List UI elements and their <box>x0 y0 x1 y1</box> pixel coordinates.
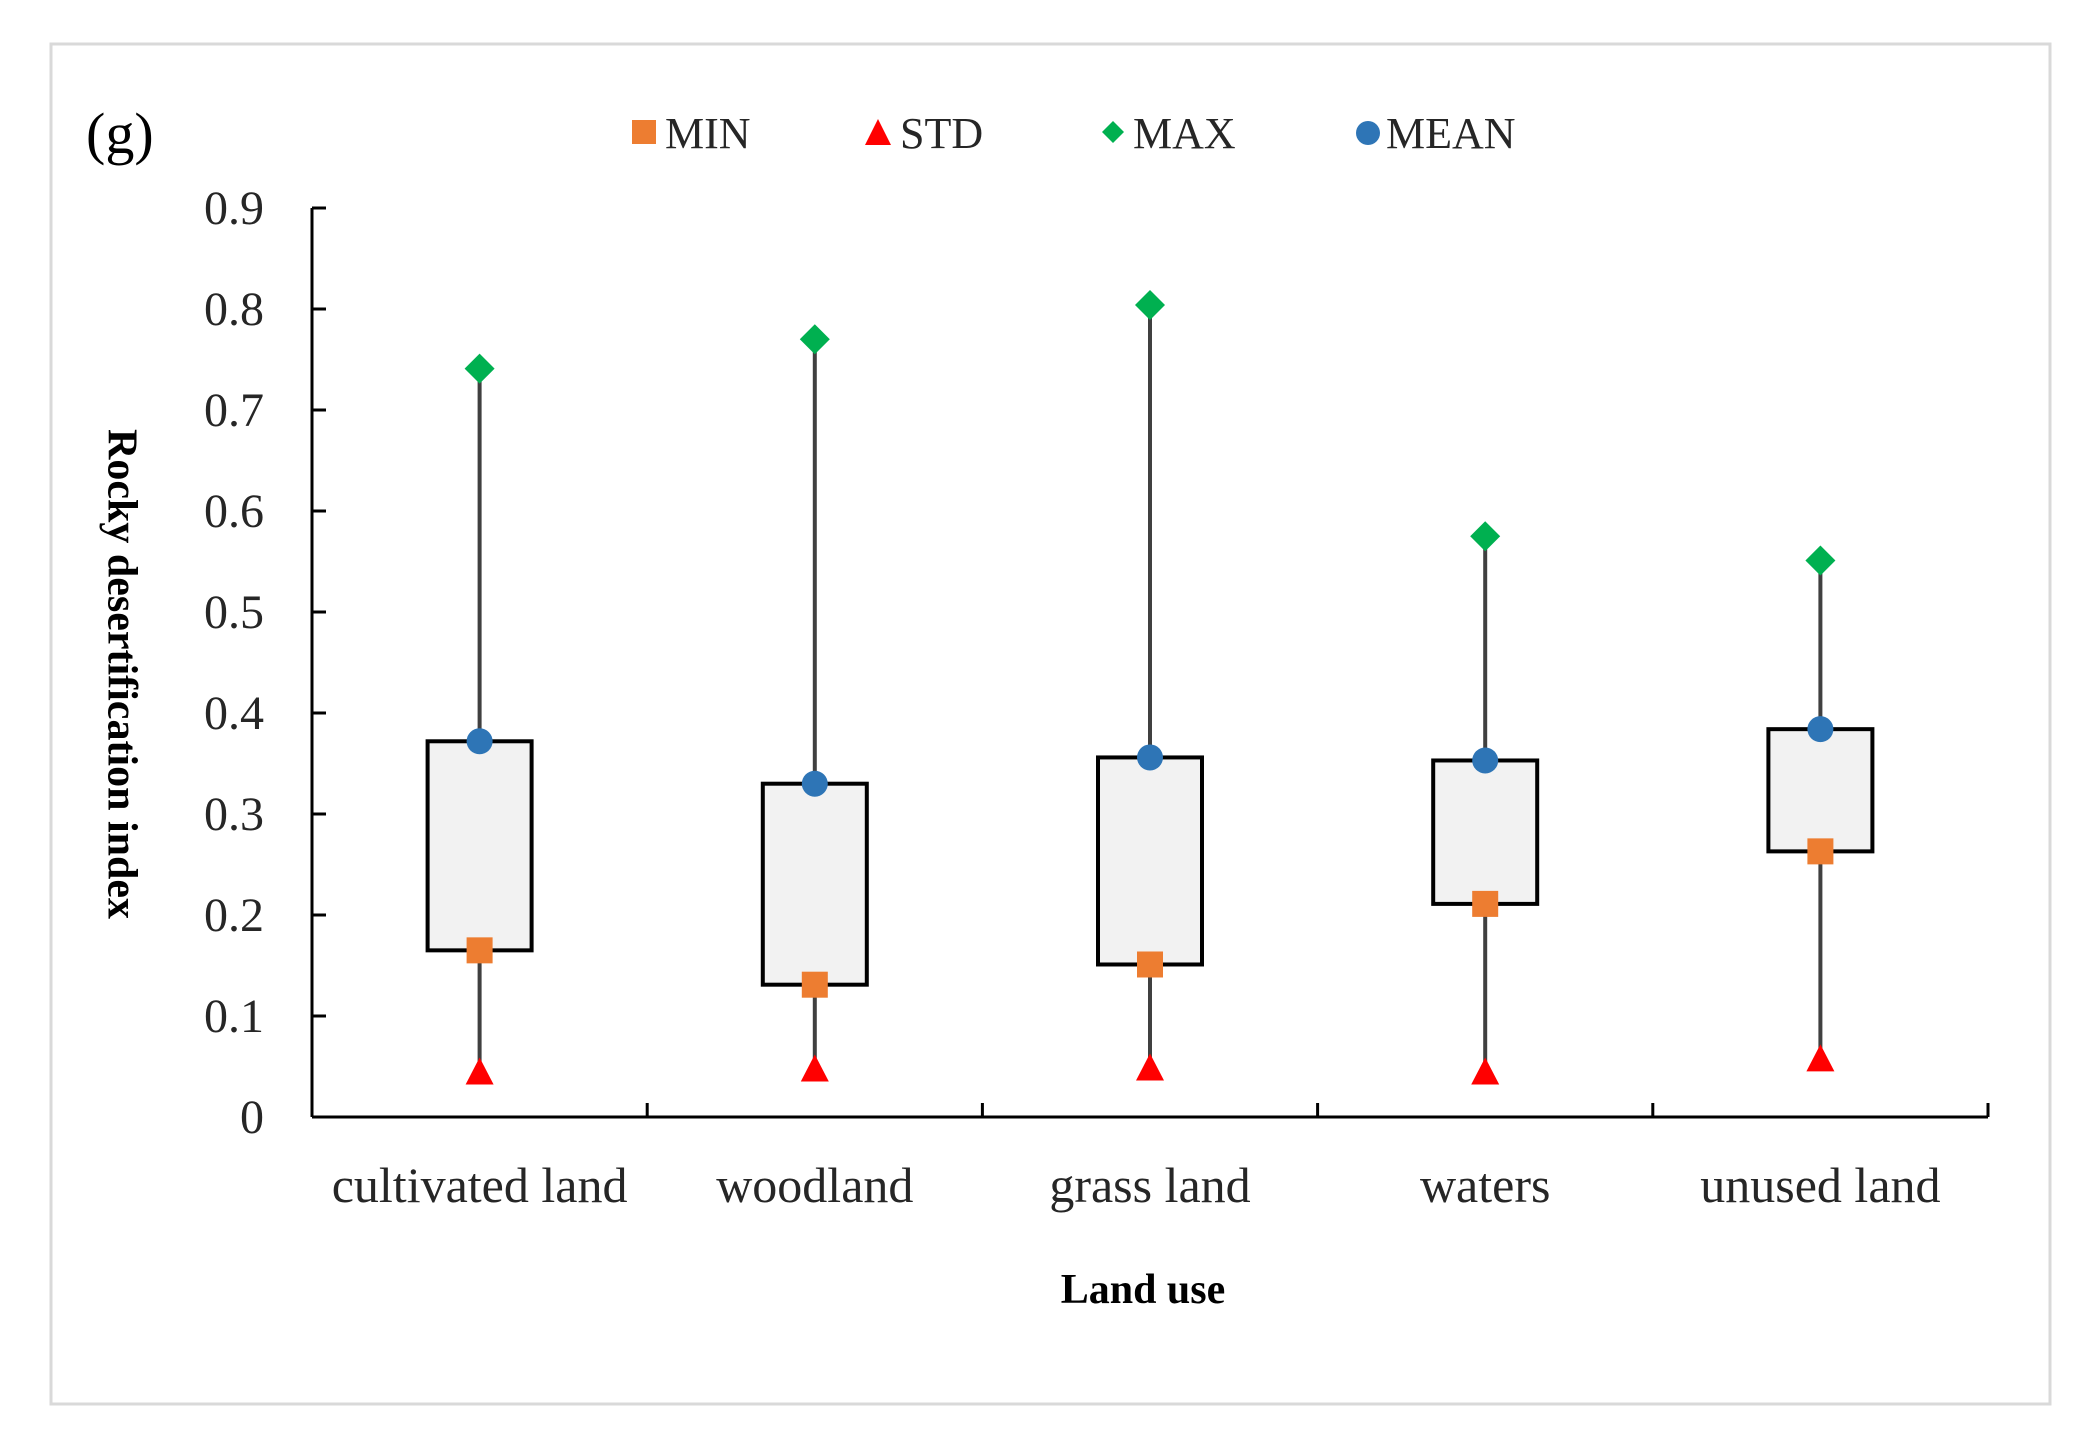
legend-label-std: STD <box>900 109 983 158</box>
max-marker <box>464 353 495 384</box>
box <box>760 781 869 987</box>
legend-marker-max <box>1102 121 1124 143</box>
box-group <box>1096 289 1204 1081</box>
max-marker <box>1805 545 1836 576</box>
mean-marker <box>466 728 493 755</box>
legend-label-min: MIN <box>665 109 751 158</box>
y-axis-title: Rocky desertification index <box>98 429 144 919</box>
y-tick-label: 0.9 <box>204 182 264 235</box>
x-tick-label: waters <box>1420 1157 1551 1213</box>
min-marker <box>801 971 828 998</box>
x-axis-title: Land use <box>1061 1267 1226 1313</box>
min-marker <box>1807 838 1834 865</box>
box-group <box>1766 545 1875 1072</box>
std-marker <box>1136 1053 1164 1081</box>
max-marker <box>1470 521 1501 552</box>
chart-frame <box>49 42 2052 1406</box>
y-axis: 0 0.1 0.2 0.3 0.4 0.5 0.6 0.7 0.8 0.9 <box>204 182 326 1144</box>
min-marker <box>466 937 493 964</box>
y-tick-label: 0.8 <box>204 283 264 336</box>
box <box>1766 727 1875 854</box>
x-axis: cultivated land woodland grass land waters u… <box>310 1103 1990 1213</box>
box <box>1431 758 1540 906</box>
box <box>1096 755 1204 967</box>
legend-marker-min <box>632 120 656 144</box>
x-tick-label: woodland <box>716 1157 913 1213</box>
legend-item-mean: MEAN <box>1356 109 1516 158</box>
legend: MIN STD MAX MEAN <box>632 109 1516 158</box>
box-group <box>425 353 534 1085</box>
legend-marker-mean <box>1356 121 1380 145</box>
max-marker <box>799 324 830 355</box>
x-tick-label: cultivated land <box>332 1157 628 1213</box>
legend-item-max: MAX <box>1102 109 1236 158</box>
mean-marker <box>801 770 828 797</box>
std-marker <box>465 1057 494 1085</box>
legend-label-mean: MEAN <box>1386 109 1516 158</box>
y-tick-label: 0.3 <box>204 788 264 841</box>
legend-item-std: STD <box>865 109 983 158</box>
legend-marker-std <box>865 119 891 145</box>
max-marker <box>1135 289 1165 320</box>
mean-marker <box>1472 747 1499 774</box>
mean-marker <box>1807 716 1834 743</box>
y-tick-label: 0.5 <box>204 586 264 639</box>
std-marker <box>800 1054 829 1082</box>
y-tick-label: 0.6 <box>204 485 264 538</box>
box <box>425 739 534 953</box>
y-tick-label: 0.2 <box>204 889 264 942</box>
legend-item-min: MIN <box>632 109 751 158</box>
legend-label-max: MAX <box>1133 109 1236 158</box>
min-marker <box>1137 951 1163 978</box>
y-tick-label: 0.4 <box>204 687 264 740</box>
mean-marker <box>1137 744 1163 771</box>
x-tick-label: grass land <box>1049 1157 1250 1213</box>
plot-area <box>425 289 1875 1085</box>
box-group <box>760 324 869 1082</box>
panel-label: (g) <box>86 101 154 166</box>
y-tick-label: 0.7 <box>204 384 264 437</box>
min-marker <box>1472 890 1499 917</box>
x-tick-label: unused land <box>1700 1157 1940 1213</box>
std-marker <box>1806 1044 1835 1072</box>
std-marker <box>1471 1057 1500 1085</box>
y-tick-label: 0 <box>240 1091 264 1144</box>
box-group <box>1431 521 1540 1085</box>
y-tick-label: 0.1 <box>204 990 264 1043</box>
